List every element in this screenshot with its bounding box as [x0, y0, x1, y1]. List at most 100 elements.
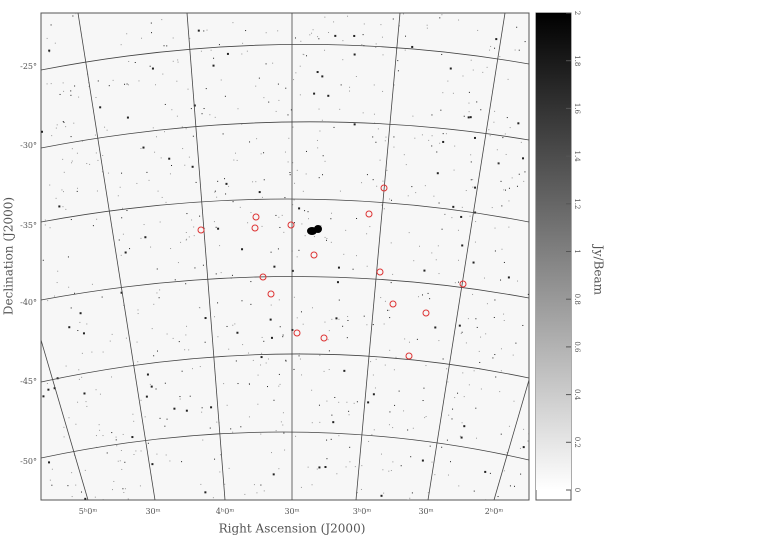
noise-dot — [302, 53, 304, 55]
noise-dot — [189, 395, 191, 397]
noise-dot — [284, 197, 286, 199]
noise-dot — [55, 127, 57, 129]
noise-dot — [355, 255, 357, 257]
noise-dot — [321, 119, 323, 121]
colorbar-tick-label: 1.2 — [573, 198, 581, 209]
noise-dot — [410, 456, 412, 458]
colorbar-gradient — [536, 13, 571, 490]
noise-dot — [149, 65, 151, 67]
noise-dot — [322, 174, 324, 176]
noise-dot — [429, 298, 431, 300]
noise-dot — [197, 29, 200, 32]
noise-dot — [146, 373, 149, 376]
colorbar-tick-label: 1.6 — [573, 103, 581, 115]
noise-dot — [186, 325, 188, 327]
noise-dot — [154, 84, 156, 86]
noise-dot — [260, 364, 262, 366]
noise-dot — [356, 401, 358, 403]
noise-dot — [474, 241, 476, 243]
noise-dot — [50, 83, 52, 85]
noise-dot — [151, 328, 153, 330]
noise-dot — [501, 248, 503, 250]
noise-dot — [426, 27, 428, 29]
noise-dot — [185, 283, 187, 285]
noise-dot — [447, 381, 449, 383]
noise-dot — [338, 435, 340, 437]
noise-dot — [337, 499, 339, 500]
noise-dot — [372, 393, 375, 396]
noise-dot — [427, 292, 429, 294]
noise-dot — [509, 127, 511, 129]
noise-dot — [71, 162, 73, 164]
noise-dot — [470, 161, 472, 163]
noise-dot — [219, 245, 221, 247]
noise-dot — [49, 184, 51, 186]
noise-dot — [346, 337, 348, 339]
noise-dot — [509, 485, 511, 487]
noise-dot — [465, 342, 467, 344]
noise-dot — [217, 302, 219, 304]
source-circle — [389, 300, 397, 308]
noise-dot — [219, 454, 221, 456]
noise-dot — [409, 497, 411, 499]
noise-dot — [159, 221, 161, 223]
noise-dot — [241, 123, 243, 125]
noise-dot — [242, 42, 244, 44]
noise-dot — [407, 429, 409, 431]
noise-dot — [316, 71, 319, 74]
noise-dot — [361, 182, 363, 184]
noise-dot — [512, 354, 514, 356]
noise-dot — [527, 440, 529, 442]
noise-dot — [270, 336, 273, 339]
noise-dot — [451, 217, 453, 219]
noise-dot — [508, 226, 510, 228]
noise-dot — [336, 473, 338, 475]
noise-dot — [223, 383, 225, 385]
noise-dot — [382, 90, 384, 92]
noise-dot — [324, 466, 327, 469]
noise-dot — [200, 50, 202, 52]
noise-dot — [177, 61, 179, 63]
noise-dot — [439, 17, 441, 19]
noise-dot — [81, 376, 83, 378]
noise-dot — [278, 385, 280, 387]
noise-dot — [278, 468, 280, 470]
colorbar-tick-label: 1.8 — [573, 55, 581, 66]
noise-dot — [454, 145, 456, 147]
noise-dot — [119, 186, 121, 188]
noise-dot — [442, 92, 444, 94]
noise-dot — [131, 436, 134, 439]
noise-dot — [311, 32, 313, 34]
noise-dot — [349, 86, 351, 88]
noise-dot — [392, 18, 394, 20]
noise-dot — [75, 13, 77, 15]
noise-dot — [112, 79, 114, 81]
noise-dot — [121, 217, 123, 219]
noise-dot — [233, 159, 235, 161]
noise-dot — [299, 94, 301, 96]
noise-dot — [349, 90, 351, 92]
noise-dot — [261, 196, 263, 198]
noise-dot — [342, 40, 344, 42]
noise-dot — [268, 101, 270, 103]
noise-dot — [447, 474, 449, 476]
noise-dot — [68, 326, 71, 329]
source-circle — [267, 290, 275, 298]
noise-dot — [306, 55, 308, 57]
noise-dot — [220, 272, 222, 274]
noise-dot — [324, 236, 326, 238]
noise-dot — [307, 211, 309, 213]
noise-dot — [226, 404, 228, 406]
noise-dot — [190, 108, 192, 110]
noise-dot — [326, 400, 328, 402]
ra-line — [186, 13, 226, 500]
noise-dot — [170, 248, 172, 250]
noise-dot — [117, 460, 119, 462]
noise-dot — [316, 468, 318, 470]
noise-dot — [318, 404, 320, 406]
noise-dot — [295, 72, 297, 74]
noise-dot — [493, 121, 495, 123]
noise-dot — [294, 37, 296, 39]
noise-dot — [185, 334, 187, 336]
noise-dot — [191, 368, 193, 370]
